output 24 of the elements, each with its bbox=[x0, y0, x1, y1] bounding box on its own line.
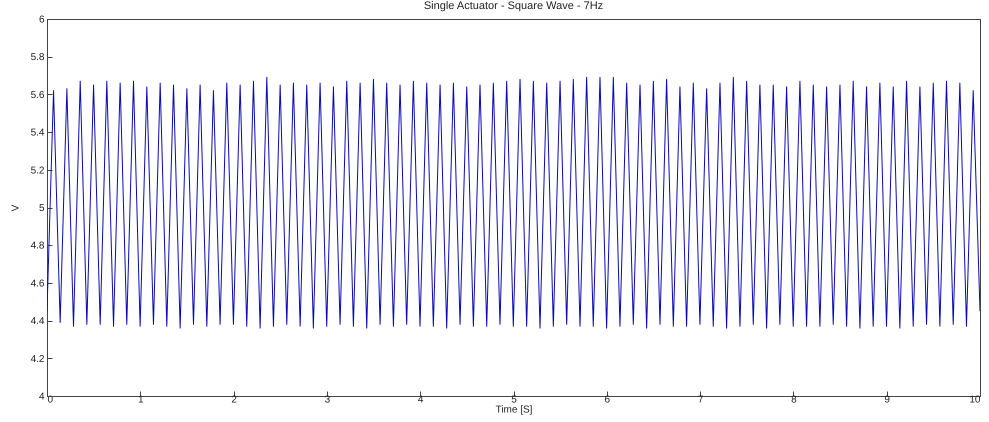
x-tick-label: 6 bbox=[604, 394, 611, 406]
y-tick-label: 6 bbox=[38, 14, 45, 26]
x-tick-label: 3 bbox=[324, 394, 331, 406]
x-tick-label: 2 bbox=[231, 394, 238, 406]
x-axis-title: Time [S] bbox=[496, 404, 533, 416]
y-tick-label: 4.6 bbox=[30, 278, 45, 290]
x-tick-label: 5 bbox=[511, 394, 518, 406]
chart-title: Single Actuator - Square Wave - 7Hz bbox=[424, 0, 604, 12]
x-tick-label: 9 bbox=[884, 394, 890, 406]
x-tick-label: 10 bbox=[969, 394, 981, 406]
y-tick-label: 5.8 bbox=[30, 52, 45, 64]
y-tick-label: 4.8 bbox=[30, 240, 45, 252]
x-tick-label: 1 bbox=[138, 394, 144, 406]
x-tick-label: 8 bbox=[791, 394, 798, 406]
y-tick-label: 4.2 bbox=[30, 354, 45, 365]
y-tick-label: 5.4 bbox=[30, 128, 45, 139]
y-axis-title: V bbox=[10, 204, 22, 212]
x-tick-label: 7 bbox=[698, 394, 704, 406]
line-series bbox=[47, 76, 980, 329]
y-tick-label: 5.2 bbox=[30, 165, 45, 176]
y-tick-label: 5 bbox=[38, 203, 45, 214]
y-tick-label: 4.4 bbox=[30, 316, 45, 328]
y-tick-label: 5.6 bbox=[30, 90, 45, 101]
x-tick-label: 4 bbox=[418, 394, 424, 406]
